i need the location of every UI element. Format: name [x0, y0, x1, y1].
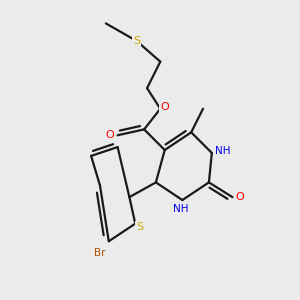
Text: O: O: [106, 130, 115, 140]
Text: S: S: [133, 36, 140, 46]
Text: O: O: [236, 192, 244, 202]
Text: NH: NH: [215, 146, 231, 157]
Text: Br: Br: [94, 248, 106, 258]
Text: S: S: [136, 222, 143, 232]
Text: O: O: [160, 102, 169, 112]
Text: NH: NH: [173, 204, 189, 214]
